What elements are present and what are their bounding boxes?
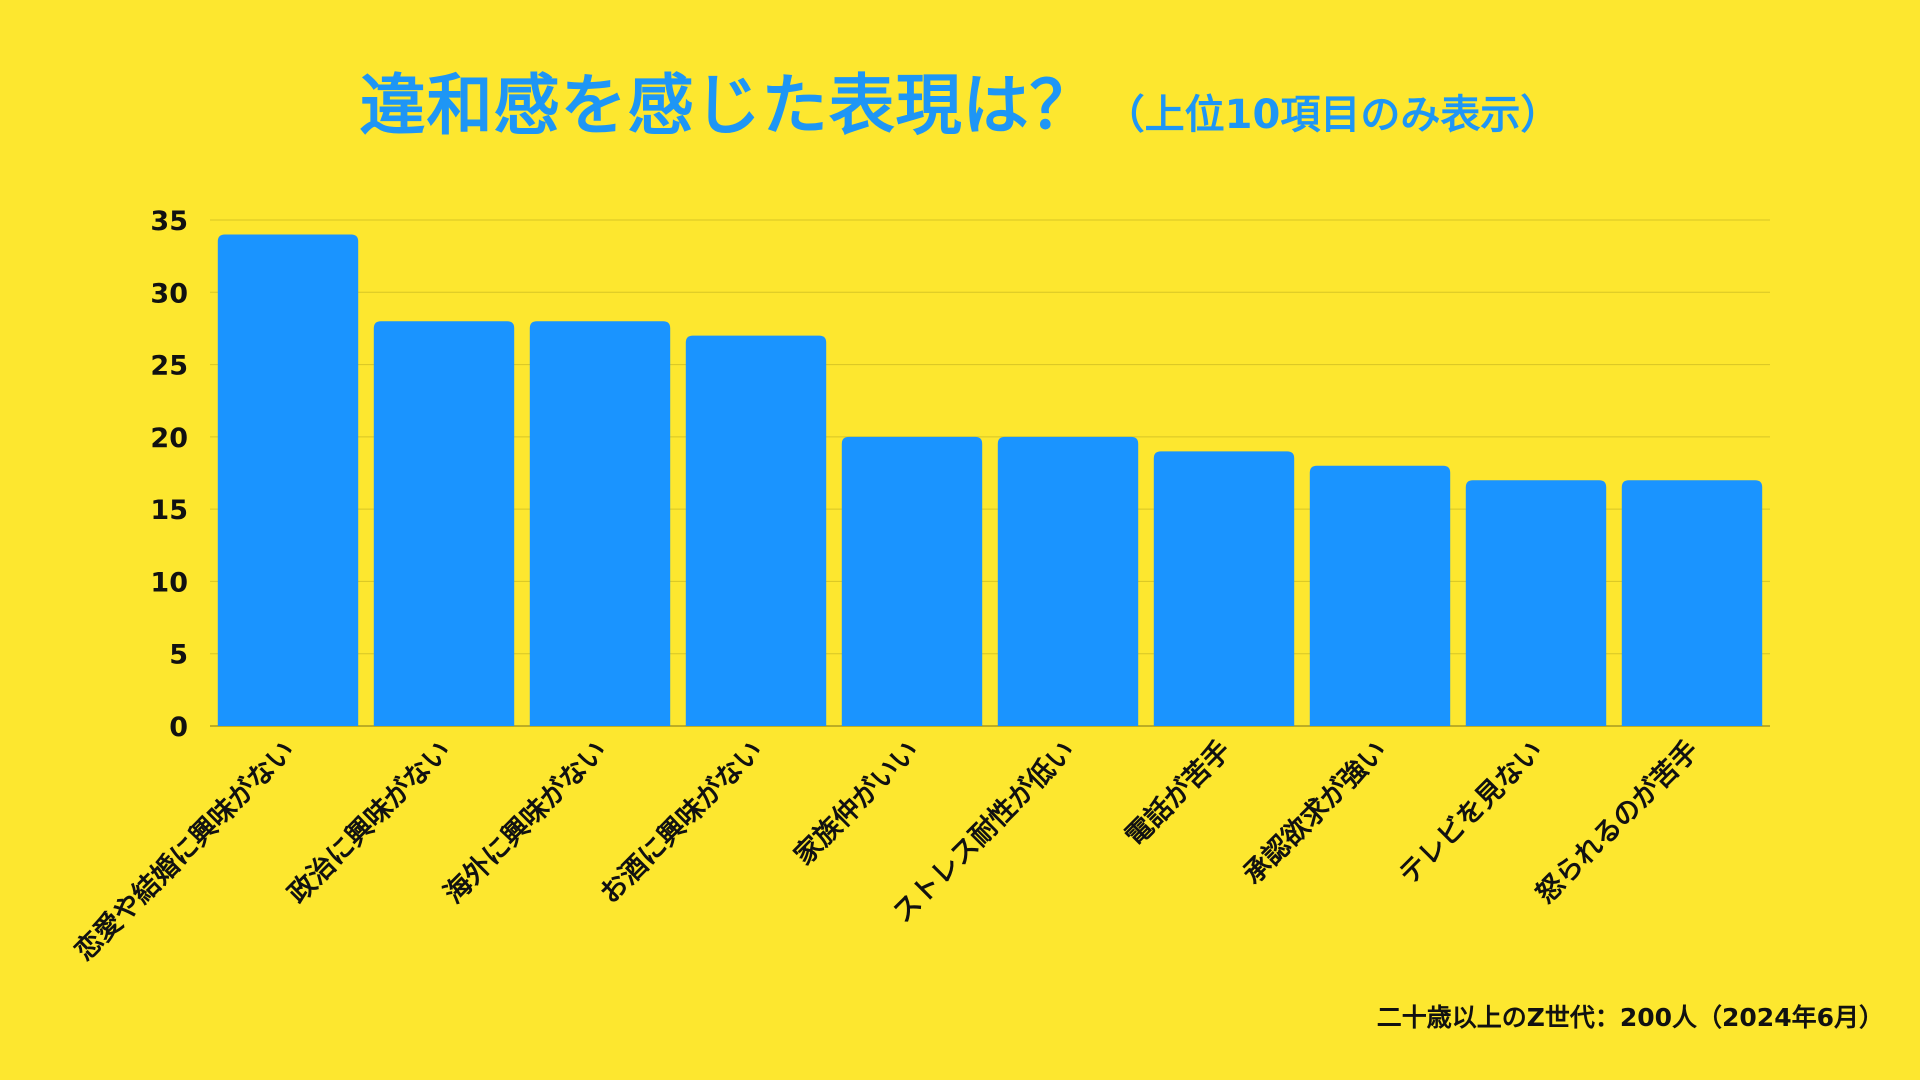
y-tick-label: 20 bbox=[150, 423, 188, 454]
bar bbox=[529, 321, 671, 726]
y-tick-label: 10 bbox=[150, 567, 188, 598]
y-tick-label: 35 bbox=[150, 206, 188, 237]
y-tick-label: 5 bbox=[169, 640, 188, 671]
x-tick-label: 海外に興味がない bbox=[438, 734, 613, 909]
y-tick-label: 25 bbox=[150, 351, 188, 382]
x-tick-label: 電話が苦手 bbox=[1119, 734, 1237, 852]
bar bbox=[685, 335, 827, 726]
y-axis-ticks: 0 5 10 15 20 25 30 35 bbox=[150, 206, 188, 743]
bar bbox=[217, 234, 359, 726]
y-tick-label: 0 bbox=[169, 712, 188, 743]
bars bbox=[217, 234, 1763, 726]
x-tick-label: 恋愛や結婚に興味がない bbox=[68, 734, 301, 967]
x-tick-label: 政治に興味がない bbox=[282, 734, 457, 909]
bar bbox=[1465, 480, 1607, 726]
bar bbox=[841, 436, 983, 726]
chart-subtitle: （上位10項目のみ表示） bbox=[1104, 92, 1561, 138]
sample-footnote: 二十歳以上のZ世代：200人（2024年6月） bbox=[1376, 1003, 1884, 1032]
bar bbox=[1621, 480, 1763, 726]
y-tick-label: 15 bbox=[150, 495, 188, 526]
chart-title-block: 違和感を感じた表現は？ （上位10項目のみ表示） bbox=[0, 52, 1920, 148]
x-tick-label: お酒に興味がない bbox=[594, 734, 769, 909]
x-tick-label: テレビを見ない bbox=[1393, 735, 1549, 891]
bar bbox=[1309, 465, 1451, 726]
x-tick-label: 家族仲がいい bbox=[788, 734, 925, 871]
y-tick-label: 30 bbox=[150, 278, 188, 309]
chart-title: 違和感を感じた表現は？ bbox=[359, 67, 1097, 144]
x-tick-label: 承認欲求が強い bbox=[1237, 734, 1393, 890]
bar bbox=[997, 436, 1139, 726]
x-tick-label: 怒られるのが苦手 bbox=[1530, 734, 1705, 909]
bar bbox=[1153, 451, 1295, 726]
bar bbox=[373, 321, 515, 726]
